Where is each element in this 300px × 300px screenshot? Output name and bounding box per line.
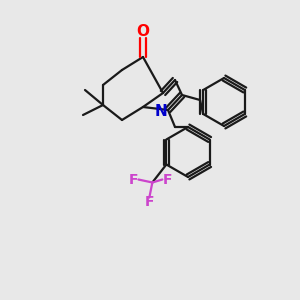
Text: F: F [129, 172, 138, 187]
Text: N: N [154, 103, 167, 118]
Text: O: O [136, 25, 149, 40]
Text: F: F [163, 172, 172, 187]
Text: F: F [145, 196, 154, 209]
